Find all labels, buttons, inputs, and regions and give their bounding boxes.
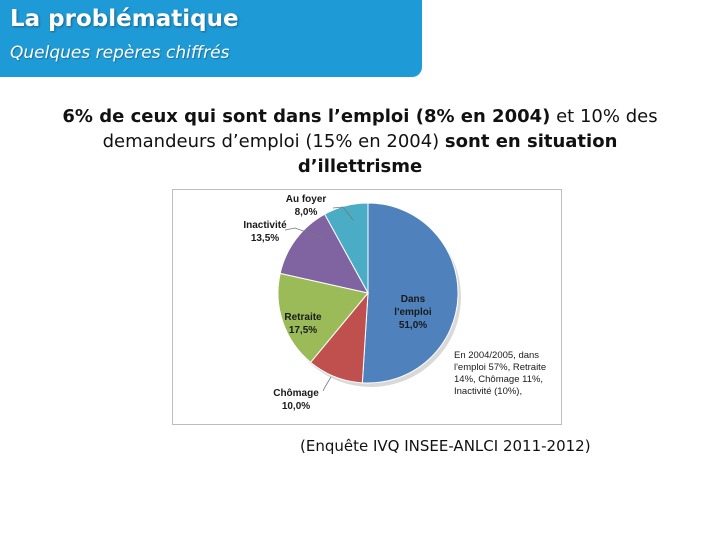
slice-label-dans-emploi: Dans l'emploi 51,0% xyxy=(394,294,432,331)
headline-part-3: sont en situation d’illettrisme xyxy=(297,131,618,177)
slice-label-retraite: Retraite 17,5% xyxy=(284,312,322,336)
annotation-2004: En 2004/2005, dans l'emploi 57%, Retraite… xyxy=(454,350,546,397)
slice-label-chomage: Chômage 10,0% xyxy=(273,388,319,412)
leader-line-inactivite xyxy=(284,227,324,239)
pie-chart-frame: Dans l'emploi 51,0% Chômage 10,0% Retraite 17,… xyxy=(172,189,562,425)
slice-label-au-foyer: Au foyer 8,0% xyxy=(286,194,327,218)
pie-slice-retraite xyxy=(277,272,369,364)
leader-line-au-foyer xyxy=(332,206,354,221)
source-note: (Enquête IVQ INSEE-ANLCI 2011-2012) xyxy=(300,437,591,455)
pie-slice-dans-emploi xyxy=(361,202,459,384)
slice-label-inactivite: Inactivité 13,5% xyxy=(243,220,287,244)
headline: 6% de ceux qui sont dans l’emploi (8% en… xyxy=(40,104,680,179)
pie-slice-inactivite xyxy=(279,213,369,294)
headline-part-1: 6% de ceux qui sont dans l’emploi (8% en… xyxy=(62,106,551,127)
slide-title: La problématique xyxy=(10,6,239,32)
pie-slice-au-foyer xyxy=(323,202,369,294)
leader-line-chomage xyxy=(322,376,332,392)
title-banner: La problématique Quelques repères chiffr… xyxy=(0,0,422,77)
headline-part-2: et 10% des demandeurs d’emploi (15% en 2… xyxy=(102,106,658,152)
pie-chart: Dans l'emploi 51,0% Chômage 10,0% Retraite 17,… xyxy=(243,194,546,412)
slide-subtitle: Quelques repères chiffrés xyxy=(10,43,230,63)
